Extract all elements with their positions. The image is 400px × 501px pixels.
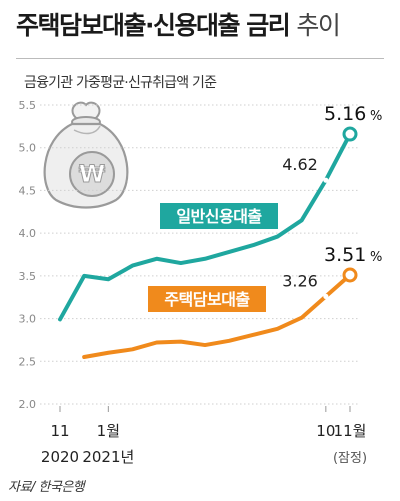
x-tick-sublabel: 2020 <box>41 448 79 466</box>
legend-tag-label-credit: 일반신용대출 <box>176 207 262 226</box>
x-tick-sublabel: (잠정) <box>333 451 367 466</box>
y-tick-label: 3.5 <box>19 270 37 283</box>
series-line-mortgage <box>82 273 352 360</box>
series-line-credit <box>58 132 352 322</box>
series-end-label-credit: 5.16 <box>324 103 366 125</box>
title-divider <box>16 58 384 59</box>
series-end-point-mortgage <box>342 267 358 283</box>
source-note: 자료/ 한국은행 <box>8 480 85 495</box>
y-tick-label: 4.0 <box>19 227 37 240</box>
money-bag-icon: ₩ <box>43 101 129 209</box>
svg-text:₩: ₩ <box>79 160 106 188</box>
x-tick-label: 11 <box>50 422 69 440</box>
series-mid-label-credit: 4.62 <box>282 155 318 174</box>
y-tick-label: 2.0 <box>19 398 37 411</box>
chart-title-main: 주택담보대출·신용대출 금리 <box>16 11 291 40</box>
series-end-label-mortgage: 3.51 <box>324 244 366 266</box>
chart-subtitle: 금융기관 가중평균·신규취급액 기준 <box>24 75 217 91</box>
series-end-unit-mortgage: % <box>370 250 382 265</box>
x-tick-label: 10 <box>316 422 335 440</box>
series-mid-point-mortgage <box>323 293 329 299</box>
y-tick-label: 4.5 <box>19 184 37 197</box>
series-mid-label-mortgage: 3.26 <box>282 271 318 290</box>
x-tick-sublabel: 2021년 <box>82 448 134 466</box>
x-tick-label: 1월 <box>97 422 120 440</box>
legend-tag-mortgage <box>148 286 266 312</box>
series-end-point-credit <box>342 126 358 142</box>
x-tick-label: 11월 <box>334 422 367 440</box>
series-mid-point-credit <box>323 177 329 183</box>
chart-title: 주택담보대출·신용대출 금리 추이 <box>16 6 341 42</box>
y-tick-label: 5.5 <box>19 99 37 112</box>
y-tick-label: 3.0 <box>19 313 37 326</box>
series-end-unit-credit: % <box>370 109 382 124</box>
y-tick-label: 2.5 <box>19 355 37 368</box>
chart-title-suffix: 추이 <box>296 11 341 40</box>
legend-tag-credit <box>160 203 278 229</box>
legend-tag-label-mortgage: 주택담보대출 <box>164 290 250 309</box>
y-tick-label: 5.0 <box>19 142 37 155</box>
